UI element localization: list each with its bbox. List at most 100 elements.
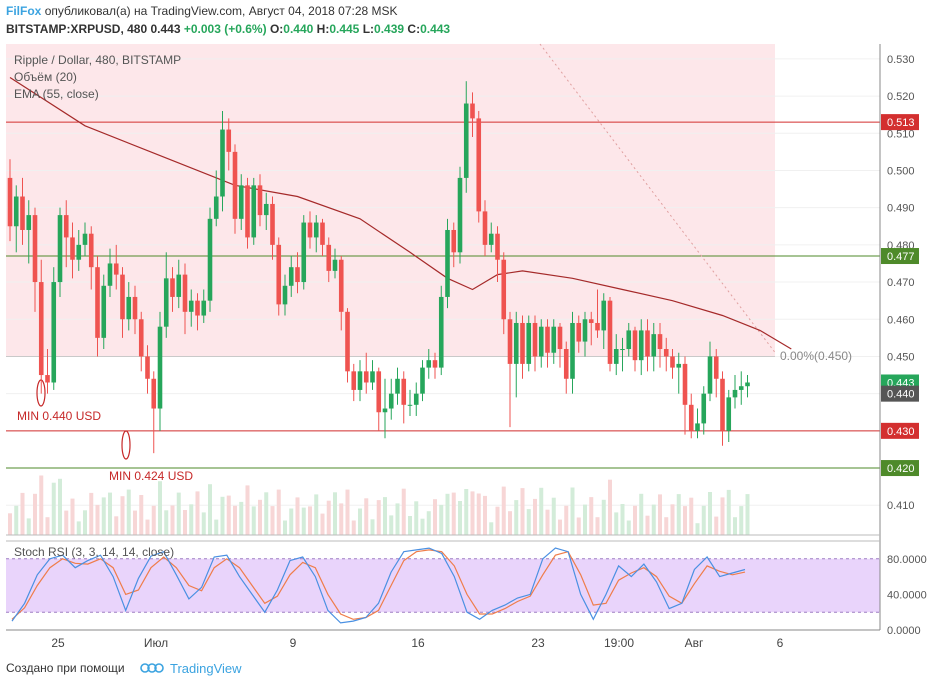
tradingview-logo-icon xyxy=(140,663,164,673)
candle-body xyxy=(620,349,625,351)
legend-stoch: Stoch RSI (3, 3, 14, 14, close) xyxy=(14,545,174,559)
candle xyxy=(326,237,332,283)
volume-bar xyxy=(126,489,131,535)
volume-bar xyxy=(451,492,456,535)
candle xyxy=(438,285,444,376)
candle-body xyxy=(432,360,438,368)
volume-bar xyxy=(483,495,487,535)
candle xyxy=(38,259,44,394)
volume-bar xyxy=(314,494,319,535)
volume-bar xyxy=(720,497,725,535)
volume-bar xyxy=(733,517,737,535)
volume-bar xyxy=(664,517,669,535)
price-tick-label: 0.410 xyxy=(887,500,915,512)
footer-brand-link[interactable]: TradingView xyxy=(170,661,242,676)
candle-body xyxy=(182,274,188,312)
volume-bar xyxy=(89,492,94,535)
candle-body xyxy=(57,215,63,283)
candle xyxy=(688,393,694,439)
candle xyxy=(638,319,644,376)
stoch-band xyxy=(6,558,880,613)
annotation-min2: MIN 0.424 USD xyxy=(109,469,193,483)
candle xyxy=(351,363,357,402)
volume-bar xyxy=(408,516,412,535)
candle xyxy=(601,293,607,350)
candle-body xyxy=(7,177,13,227)
volume-bar xyxy=(551,497,556,535)
volume-bar xyxy=(289,508,294,535)
candle-body xyxy=(732,389,738,398)
candle xyxy=(588,311,594,346)
candle xyxy=(238,174,244,230)
candle-body xyxy=(163,278,169,327)
candle xyxy=(651,322,657,372)
candle xyxy=(382,378,388,439)
candle-body xyxy=(476,118,482,212)
candle xyxy=(126,282,132,331)
volume-bar xyxy=(33,493,37,535)
volume-bar xyxy=(651,504,656,535)
volume-bar xyxy=(195,491,200,535)
candle xyxy=(676,352,682,394)
volume-bar xyxy=(395,503,400,535)
candle-body xyxy=(488,233,494,245)
candle-body xyxy=(595,322,600,331)
volume-bar xyxy=(526,509,531,535)
candle-body xyxy=(270,203,275,245)
legend-ema: EMA (55, close) xyxy=(14,87,99,101)
volume-bar xyxy=(370,519,375,535)
candle-body xyxy=(626,330,632,350)
candle-body xyxy=(132,296,138,320)
time-tick-label: 16 xyxy=(411,636,425,650)
candle xyxy=(745,375,750,398)
candle xyxy=(320,218,325,257)
candle xyxy=(513,311,519,398)
candle xyxy=(457,166,463,264)
publish-info: FilFox опубликовал(а) на TradingView.com… xyxy=(6,4,398,18)
candle xyxy=(176,259,182,309)
candle xyxy=(301,215,307,290)
candle xyxy=(645,319,650,372)
volume-bar xyxy=(708,492,712,535)
volume-bar xyxy=(108,492,112,535)
candle-body xyxy=(613,349,619,364)
candle-body xyxy=(457,177,463,253)
candle-body xyxy=(288,267,294,286)
candle xyxy=(313,215,319,253)
volume-bar xyxy=(176,492,181,535)
chart-canvas[interactable]: 0.4100.4200.4300.4400.4500.4600.4700.480… xyxy=(0,40,939,655)
stoch-d-line xyxy=(11,549,746,620)
close-label: C: xyxy=(407,22,421,36)
candle-body xyxy=(338,259,344,312)
candle-body xyxy=(670,356,675,368)
volume-bar xyxy=(183,510,187,535)
candle-body xyxy=(726,397,732,431)
author-link[interactable]: FilFox xyxy=(6,4,42,18)
volume-bar xyxy=(514,500,519,535)
candle xyxy=(538,319,544,368)
candle xyxy=(395,367,400,405)
volume-bar xyxy=(283,520,287,535)
candle xyxy=(182,263,188,335)
candle xyxy=(195,293,200,331)
price-tag-label: 0.420 xyxy=(887,463,915,475)
candle xyxy=(413,382,419,416)
candle-body xyxy=(382,408,388,413)
candle-body xyxy=(720,378,725,431)
candle-body xyxy=(538,326,544,357)
candle-body xyxy=(301,222,307,283)
price-tick-label: 0.520 xyxy=(887,91,915,103)
volume-bar xyxy=(339,503,344,535)
candle-body xyxy=(682,363,688,405)
candle-body xyxy=(738,386,744,390)
candle xyxy=(157,311,163,431)
candle-body xyxy=(526,322,532,364)
volume-bar xyxy=(170,505,175,535)
volume-bar xyxy=(145,519,150,535)
candle xyxy=(632,326,638,372)
candle-body xyxy=(495,233,500,260)
candle xyxy=(376,367,382,431)
candle-body xyxy=(663,349,669,357)
candle xyxy=(45,349,50,394)
candle-body xyxy=(570,322,575,379)
